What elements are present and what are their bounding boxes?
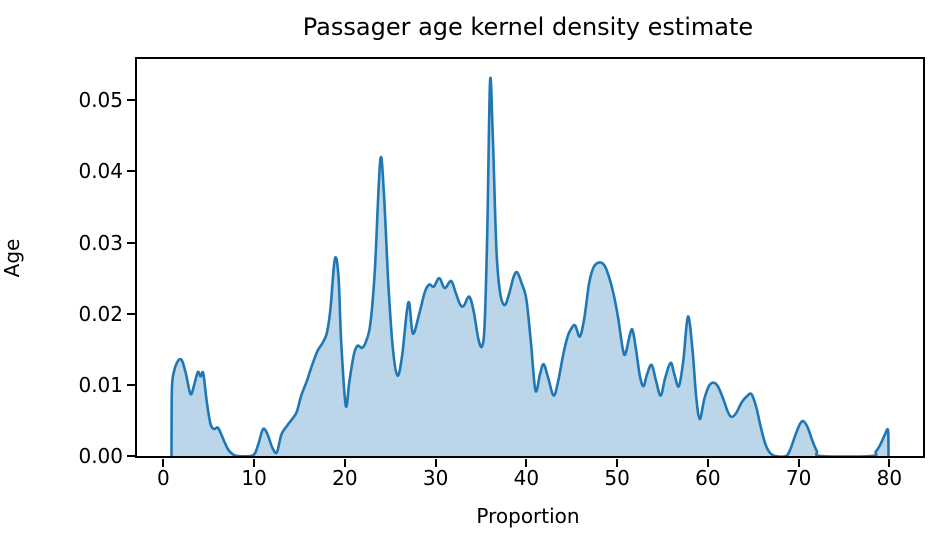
y-tick-mark (127, 170, 135, 173)
x-tick-mark (162, 459, 165, 467)
y-tick-mark (127, 383, 135, 386)
x-tick-mark (706, 459, 709, 467)
y-tick-label: 0.04 (78, 159, 123, 184)
chart-title: Passager age kernel density estimate (302, 13, 754, 41)
x-tick-label: 70 (785, 466, 812, 490)
y-tick-mark (127, 455, 135, 457)
y-tick-label: 0.00 (78, 444, 123, 468)
y-tick-mark (127, 241, 135, 244)
x-tick-label: 40 (513, 466, 540, 490)
kde-line (170, 76, 890, 456)
y-tick-label: 0.03 (78, 230, 123, 255)
kde-area-fill (171, 78, 889, 456)
y-tick-mark (127, 99, 135, 102)
x-tick-mark (616, 459, 619, 467)
x-tick-mark (434, 459, 437, 467)
kde-plot-svg (170, 76, 890, 456)
y-tick-label: 0.01 (78, 372, 123, 397)
y-tick-label: 0.02 (78, 301, 123, 326)
x-tick-label: 30 (422, 466, 449, 490)
x-tick-mark (253, 459, 256, 467)
y-tick-mark (127, 312, 135, 315)
x-tick-label: 80 (876, 466, 903, 490)
x-axis-label: Proportion (476, 504, 580, 528)
x-tick-mark (888, 459, 891, 467)
x-tick-mark (343, 459, 346, 467)
x-tick-label: 10 (241, 466, 267, 490)
x-tick-label: 20 (332, 466, 358, 490)
x-tick-label: 50 (604, 466, 630, 490)
x-tick-label: 0 (156, 466, 170, 490)
plot-area-border (135, 57, 925, 458)
x-tick-label: 60 (695, 466, 721, 490)
x-tick-mark (797, 459, 800, 467)
x-tick-mark (525, 459, 528, 467)
y-tick-label: 0.05 (78, 88, 123, 113)
